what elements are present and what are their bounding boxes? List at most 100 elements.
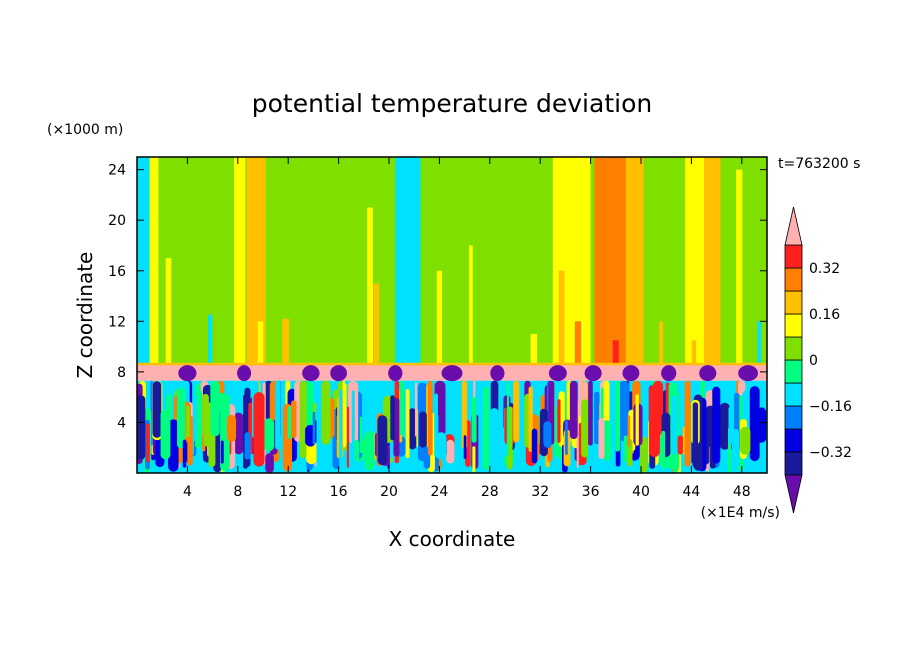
turbulence-cell [353,440,360,461]
upper-streak [612,340,619,365]
turbulence-cell [731,429,740,469]
upper-band [149,157,159,365]
upper-streak [165,258,172,365]
x-axis: 4 8 12 16 20 24 28 32 36 40 44 48 [183,157,751,500]
chart-title: potential temperature deviation [252,89,652,118]
x-axis-label: X coordinate [389,527,516,551]
turbulence-cell [299,380,307,459]
turbulence-cell [168,419,179,472]
turbulence-cell [588,380,593,446]
upper-band [234,157,246,365]
turbulence-cell [393,397,400,457]
y-tick-label: 20 [108,213,126,229]
x-tick-label: 48 [733,484,751,500]
turbulence-cell [649,384,660,458]
upper-band [246,157,266,365]
turbulence-cell [408,408,417,450]
turbulence-cell [513,380,520,443]
y-tick-label: 4 [117,415,126,431]
turbulence-cell [565,420,568,455]
upper-streak [558,270,565,365]
turbulence-cell [253,392,265,467]
turbulence-cell [233,412,244,455]
upper-streak [469,245,473,365]
upper-band [685,157,704,365]
upper-band [552,157,591,365]
turbulence-cell [531,428,538,464]
y-tick-label: 16 [108,264,126,280]
x-tick-label: 24 [430,484,448,500]
inversion-blob [738,365,759,382]
colorbar-segment [784,405,803,430]
colorbar-tick-label: 0 [809,353,818,369]
turbulence-cell [321,380,331,445]
inversion-blob [178,365,197,382]
time-label: t=763200 s [778,156,860,172]
turbulence-cell [740,426,751,455]
x-unit-label: (×1E4 m/s) [701,505,780,521]
turbulence-cell [692,402,699,468]
x-tick-label: 16 [330,484,348,500]
turbulence-cell [275,380,281,450]
turbulence-cell [671,395,678,455]
turbulence-cell [749,386,760,462]
turbulence-cell [427,380,433,456]
turbulence-cell [146,423,150,463]
turbulence-cell [137,395,146,460]
y-axis-label: Z coordinate [73,252,97,379]
turbulence-cell [594,391,600,445]
turbulence-cell [220,440,224,464]
inversion-blob [388,365,403,382]
turbulence-cell [598,417,605,459]
turbulence-cell [615,380,620,452]
inversion-blob [302,365,320,382]
upper-streak [736,169,743,365]
upper-streak [691,340,697,365]
turbulence-cell [684,380,691,467]
upper-streak [659,321,664,365]
turbulence-cell [351,390,355,473]
upper-band [625,157,644,365]
turbulence-cell [419,411,427,448]
turbulence-cell [489,408,499,473]
plot-area [137,157,767,473]
colorbar-tick-label: 0.32 [809,261,840,277]
turbulence-cell [202,393,209,436]
turbulence-cell [263,418,275,452]
upper-band [594,157,626,365]
inversion-blob [237,365,252,382]
turbulence-cell [182,439,187,468]
plot-frame [136,156,768,474]
upper-streak [257,321,264,365]
inversion-blob [490,365,505,382]
colorbar-segment [784,290,803,315]
turbulence-cell [390,395,395,441]
turbulence-cell [152,381,162,438]
turbulence-cell [399,380,405,436]
upper-streak [282,318,290,365]
colorbar-max-arrow [784,206,803,246]
x-tick-label: 4 [183,484,192,500]
turbulence-cell [543,421,552,448]
y-axis: 4 8 12 16 20 24 [108,163,767,431]
upper-streak [373,283,380,365]
upper-streak [436,270,443,365]
upper-band [395,157,421,365]
y-tick-label: 8 [117,365,126,381]
turbulence-cell [557,399,561,443]
colorbar-segment [784,451,803,476]
turbulence-cell [627,415,631,447]
upper-streak [757,321,762,365]
colorbar-segment [784,359,803,384]
upper-streak [574,321,582,365]
inversion-blob [441,365,463,382]
colorbar-tick-label: −0.16 [809,399,852,415]
turbulence-cell [312,411,316,445]
turbulence-cell [471,397,477,443]
y-unit-label: (×1000 m) [47,122,123,138]
turbulence-cell [287,406,292,439]
turbulence-cell [640,436,648,473]
turbulence-cell [618,380,630,442]
inversion-blob [584,365,602,382]
